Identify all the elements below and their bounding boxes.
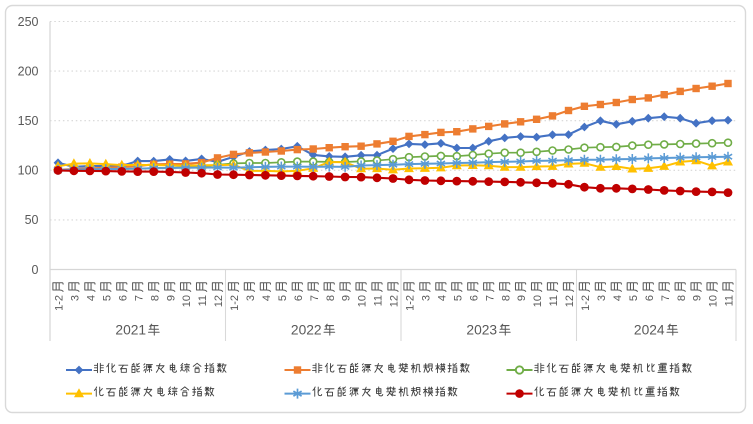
svg-text:3: 3 [596, 295, 608, 301]
svg-text:6: 6 [468, 295, 480, 301]
svg-text:6: 6 [117, 295, 129, 301]
svg-text:3: 3 [245, 295, 257, 301]
svg-text:11: 11 [548, 295, 560, 306]
svg-text:100: 100 [18, 164, 39, 178]
svg-text:4: 4 [612, 295, 624, 301]
svg-text:4: 4 [86, 295, 98, 301]
svg-text:2023: 2023 [466, 323, 497, 338]
svg-text:3: 3 [70, 295, 82, 301]
svg-text:6: 6 [644, 295, 656, 301]
svg-text:12: 12 [564, 295, 576, 307]
svg-text:7: 7 [484, 295, 496, 301]
svg-text:4: 4 [261, 295, 273, 301]
svg-text:0: 0 [32, 263, 39, 277]
svg-text:6: 6 [293, 295, 305, 301]
svg-text:2024: 2024 [634, 323, 665, 338]
svg-text:7: 7 [133, 295, 145, 301]
svg-text:150: 150 [18, 114, 39, 128]
svg-text:4: 4 [437, 295, 449, 301]
svg-text:9: 9 [165, 295, 177, 301]
svg-text:8: 8 [149, 295, 161, 301]
svg-text:5: 5 [277, 295, 289, 301]
svg-text:10: 10 [357, 295, 369, 307]
svg-text:12: 12 [213, 295, 225, 307]
svg-text:11: 11 [724, 295, 736, 306]
svg-text:7: 7 [309, 295, 321, 301]
svg-text:1-2: 1-2 [580, 295, 592, 311]
svg-text:9: 9 [692, 295, 704, 301]
svg-text:12: 12 [389, 295, 401, 307]
svg-text:1-2: 1-2 [405, 295, 417, 311]
svg-text:50: 50 [25, 213, 39, 227]
svg-text:8: 8 [500, 295, 512, 301]
svg-text:10: 10 [532, 295, 544, 307]
svg-text:1-2: 1-2 [54, 295, 66, 311]
svg-text:7: 7 [660, 295, 672, 301]
svg-text:1-2: 1-2 [229, 295, 241, 311]
svg-text:5: 5 [101, 295, 113, 301]
svg-text:8: 8 [325, 295, 337, 301]
svg-text:11: 11 [373, 295, 385, 306]
svg-text:3: 3 [421, 295, 433, 301]
svg-text:10: 10 [181, 295, 193, 307]
svg-text:200: 200 [18, 64, 39, 78]
svg-text:11: 11 [197, 295, 209, 306]
svg-text:8: 8 [676, 295, 688, 301]
svg-text:5: 5 [628, 295, 640, 301]
svg-text:5: 5 [452, 295, 464, 301]
svg-text:250: 250 [18, 15, 39, 29]
svg-text:10: 10 [708, 295, 720, 307]
svg-text:2021: 2021 [115, 323, 146, 338]
svg-text:2022: 2022 [291, 323, 322, 338]
svg-text:9: 9 [341, 295, 353, 301]
svg-text:9: 9 [516, 295, 528, 301]
